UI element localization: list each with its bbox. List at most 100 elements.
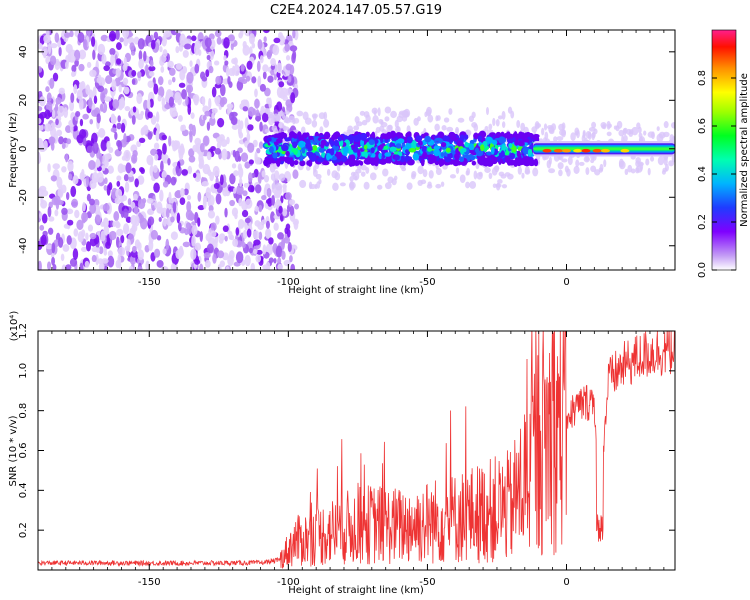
noise-speck [86,30,92,36]
noise-speck [67,219,74,226]
noise-speck [290,263,296,270]
noise-speck [291,52,296,64]
noise-speck [201,181,209,187]
band-cell [474,147,480,153]
noise-speck [278,205,283,214]
band-halo [371,107,378,114]
noise-speck [136,92,143,105]
band-cell [356,160,363,165]
noise-speck [184,43,192,50]
band-cell [453,152,460,160]
noise-speck [91,132,98,145]
noise-speck [190,112,195,119]
noise-speck [104,96,112,102]
band-halo [440,181,445,187]
spectrogram-ylabel: Frequency (Hz) [8,112,19,188]
noise-speck [54,103,59,112]
noise-speck [262,244,267,255]
noise-speck [250,262,256,270]
band-halo [455,128,459,136]
band-halo [647,167,651,176]
band-halo [590,165,597,173]
band-cell [318,147,325,153]
band-cell [464,134,469,140]
noise-speck [114,220,120,227]
band-cell [448,131,456,137]
noise-speck [68,55,76,63]
band-halo [661,169,666,175]
noise-speck [278,81,285,88]
band-cell [352,147,359,153]
band-halo [417,116,421,122]
band-cell [310,154,317,162]
band-halo [561,158,568,163]
noise-speck [65,43,73,54]
colorbar-gradient [711,29,737,271]
noise-speck [138,58,144,69]
band-cell [323,131,331,140]
snr-ytick-label: 0.6 [18,443,29,459]
band-halo [606,131,612,137]
noise-speck [199,157,205,168]
band-halo [491,167,498,176]
noise-speck [270,211,275,223]
noise-speck [153,182,160,193]
band-halo [476,172,483,180]
noise-speck [89,118,94,125]
noise-speck [70,185,77,198]
noise-speck [230,116,238,126]
band-halo [273,178,279,187]
band-halo [396,125,400,134]
band-cell [433,145,441,150]
noise-speck [162,181,169,188]
noise-speck [45,101,53,111]
band-cell [438,158,445,167]
noise-speck [122,223,130,235]
noise-speck [227,34,235,42]
band-cell [445,147,451,153]
noise-speck [231,163,237,169]
noise-speck [217,263,222,270]
noise-speck [282,184,287,195]
band-cell [337,137,343,142]
band-cell [407,159,415,166]
noise-speck [263,36,267,43]
noise-speck [85,232,89,241]
noise-speck [84,260,90,269]
noise-speck [98,246,104,255]
band-cell [482,157,490,162]
noise-speck [256,249,263,255]
noise-speck [160,160,164,173]
noise-speck [254,156,261,165]
noise-speck [148,71,155,77]
spectrogram-ytick-label: -40 [18,238,29,254]
noise-speck [254,205,260,212]
noise-speck [88,160,96,170]
noise-speck [103,249,108,256]
band-halo [613,125,618,130]
noise-speck [147,208,153,215]
band-halo [516,119,521,129]
noise-speck [162,248,167,255]
noise-speck [117,140,123,152]
noise-speck [193,43,200,56]
band-cell [456,140,464,147]
noise-speck [232,238,239,247]
snr-panel: -150 -100 -50 0 0.2 0.4 0.6 0.8 1.0 1.2 Height of… [8,311,676,596]
noise-speck [146,98,151,110]
snr-series [38,331,675,569]
noise-speck [208,33,215,40]
noise-speck [207,210,216,219]
noise-speck [241,209,249,218]
noise-speck [70,123,74,134]
noise-speck [282,208,288,217]
band-halo [471,111,476,119]
noise-speck [266,49,272,60]
noise-speck [161,152,167,163]
band-halo [422,169,428,178]
noise-speck [199,142,205,153]
noise-speck [90,36,96,47]
band-cell [445,141,450,148]
noise-speck [245,75,251,82]
